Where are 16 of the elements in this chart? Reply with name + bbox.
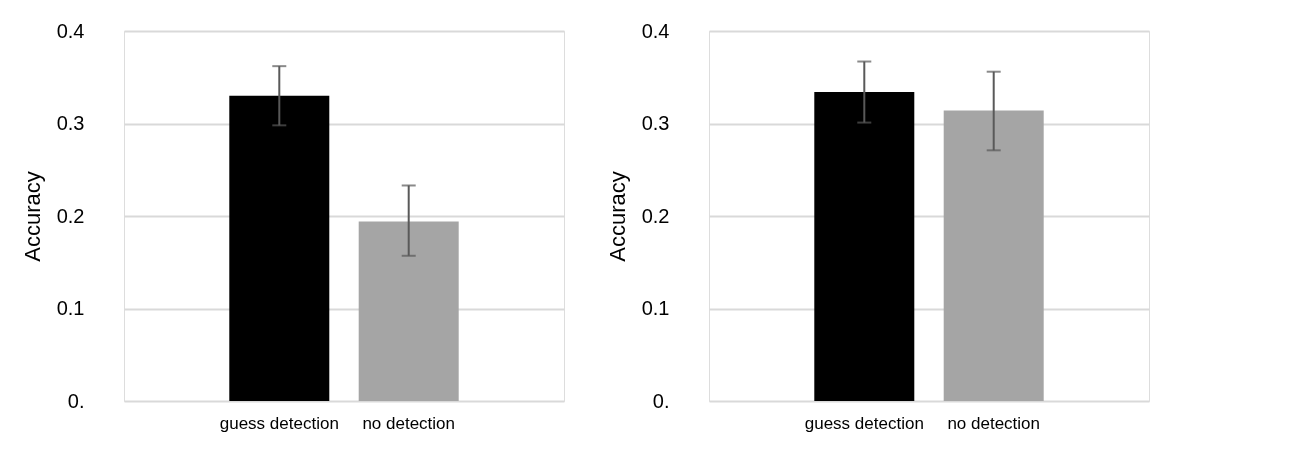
y-tick-label: 0.2 xyxy=(641,204,670,227)
x-tick-label: guess detection xyxy=(804,413,924,433)
x-tick-label: no detection xyxy=(947,413,1041,433)
y-tick-label: 0.1 xyxy=(56,297,85,319)
y-tick-label: 0.4 xyxy=(641,19,670,42)
y-axis-title: Accuracy xyxy=(19,171,45,262)
y-axis-title: Accuracy xyxy=(604,171,630,262)
x-tick-label: no detection xyxy=(362,413,456,433)
y-tick-label: 0.2 xyxy=(56,204,85,227)
y-tick-label: 0. xyxy=(67,389,85,412)
x-tick-label: guess detection xyxy=(219,413,339,433)
y-tick-label: 0.4 xyxy=(56,19,85,42)
y-tick-label: 0. xyxy=(652,389,670,412)
y-tick-label: 0.3 xyxy=(641,112,670,134)
y-tick-label: 0.1 xyxy=(641,297,670,319)
y-tick-label: 0.3 xyxy=(56,112,85,134)
